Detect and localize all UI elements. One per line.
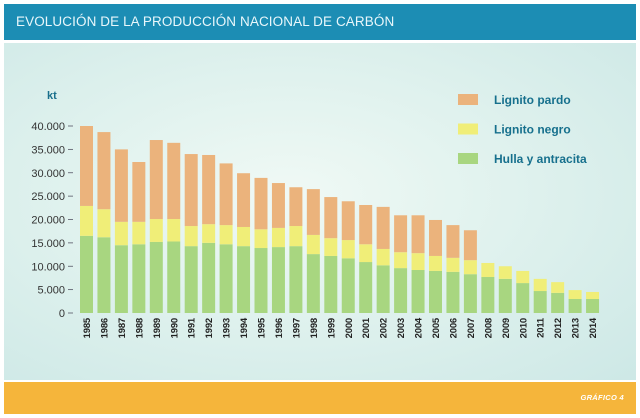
- footer-band: GRÁFICO 4: [4, 382, 636, 414]
- figure-label: GRÁFICO 4: [580, 393, 624, 402]
- chart-title: EVOLUCIÓN DE LA PRODUCCIÓN NACIONAL DE C…: [16, 14, 395, 29]
- header-band: EVOLUCIÓN DE LA PRODUCCIÓN NACIONAL DE C…: [4, 4, 636, 40]
- chart-panel: [4, 43, 636, 380]
